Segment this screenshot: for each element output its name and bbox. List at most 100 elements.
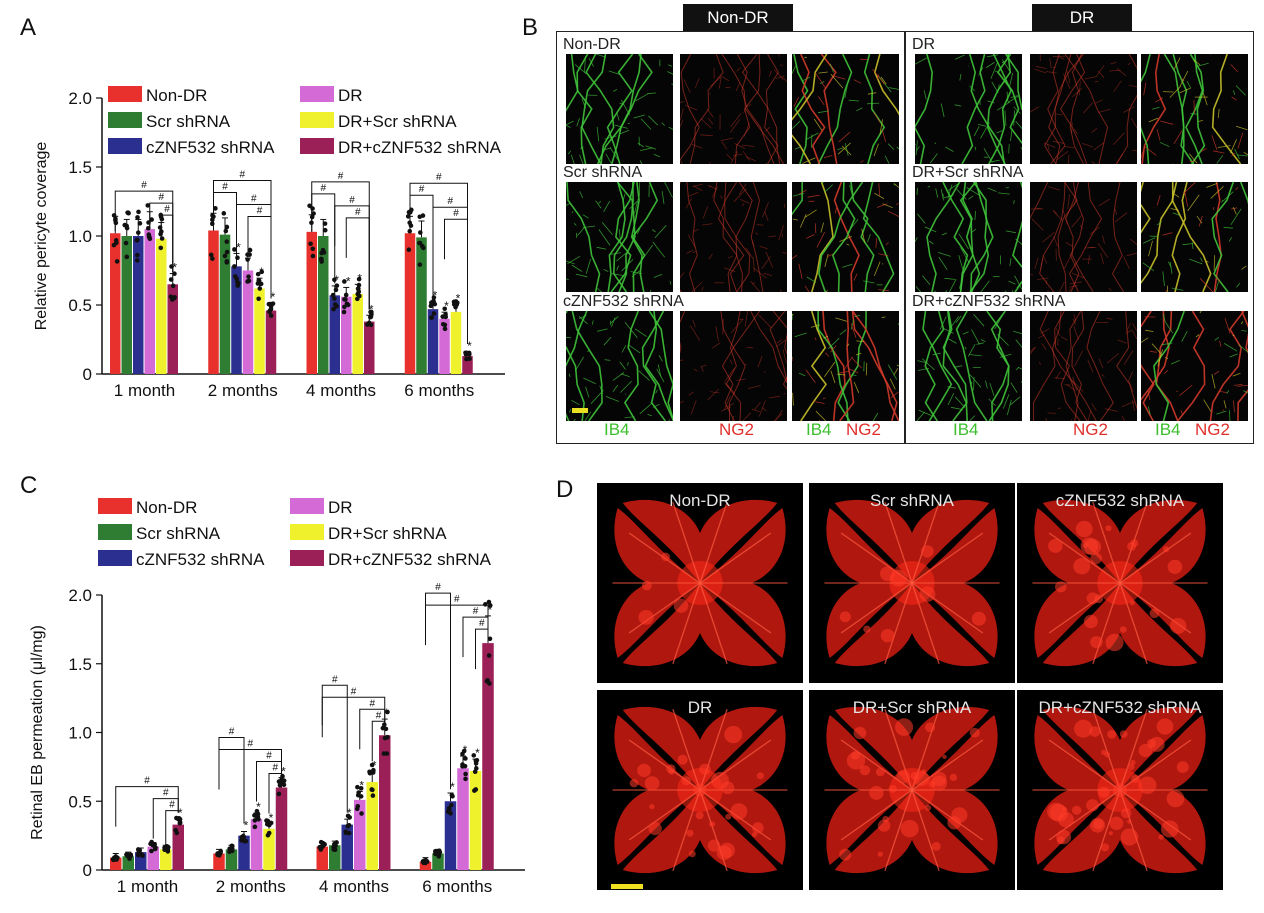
data-point [354,806,360,812]
data-point [134,238,140,243]
significance-hash: # [479,618,485,629]
legend-label: Scr shRNA [136,524,221,543]
data-point [145,203,151,208]
significance-hash: # [320,183,326,194]
y-axis-label: Retinal EB permeation (μl/mg) [29,625,46,840]
y-tick-label: 2.0 [68,586,92,605]
data-point [424,859,430,864]
data-point [215,852,220,858]
bar [366,782,378,870]
legend-label: cZNF532 shRNA [146,138,275,157]
panel-b-frame [556,31,1254,444]
legend-label: Non-DR [146,86,207,105]
data-point [355,296,360,302]
retina-flatmount: DR+cZNF532 shRNA [1017,690,1223,890]
bar [219,234,231,374]
micrograph-merge [1141,311,1248,421]
significance-hash: # [355,207,361,218]
data-point [381,751,387,756]
data-point [266,830,272,836]
bar [416,237,427,374]
significance-hash: # [164,204,170,215]
significance-star: * [244,819,249,833]
data-point [421,859,427,865]
b-foot-ib4-2: IB4 [806,420,832,439]
bar [457,768,469,870]
panel-b-row-label: DR+cZNF532 shRNA [910,293,1068,311]
data-point [369,762,375,768]
bar [144,229,155,374]
data-point [149,841,155,846]
significance-bracket [425,592,451,790]
bar [231,266,242,374]
data-point [221,211,227,216]
micrograph-ib4 [915,54,1022,164]
bar [316,846,328,870]
bar [225,849,238,870]
bar [238,835,250,870]
bar [172,824,184,870]
x-tick-label: 6 months [422,877,492,896]
data-point [417,262,423,267]
x-tick-label: 2 months [208,381,278,400]
significance-bracket [311,181,370,310]
data-point [332,302,338,307]
data-point [334,283,340,288]
panel-b-row-label: cZNF532 shRNA [561,293,686,311]
data-point [208,252,214,258]
y-tick-label: 0 [83,365,92,384]
panel-letter-d: D [556,476,574,503]
bar [427,309,439,374]
data-point [473,787,479,792]
data-point [440,321,446,327]
legend-label: DR+cZNF532 shRNA [338,138,502,157]
significance-star: * [178,806,183,820]
bar [364,321,375,374]
data-point [245,279,250,284]
significance-star: * [467,339,472,353]
data-point [158,245,164,251]
data-point [356,282,362,288]
data-point [223,228,229,234]
bar [469,771,482,870]
legend-swatch [98,498,132,514]
data-point [224,249,230,255]
retina-flatmount: DR+Scr shRNA [809,690,1015,890]
data-point [368,322,374,328]
x-tick-label: 4 months [306,381,376,400]
data-point [442,306,448,312]
significance-hash: # [332,674,338,685]
micrograph-ng2 [680,311,787,421]
panel-b-row-label: Non-DR [561,36,623,54]
bar [263,828,275,870]
b-foot-ib4-3: IB4 [953,420,979,439]
data-point [168,277,174,282]
data-point [235,279,240,285]
y-axis-label: Relative pericyte coverage [33,142,50,331]
b-foot-ng2-3: NG2 [1073,420,1108,439]
data-point [484,678,490,684]
significance-star: * [450,780,455,794]
data-point [158,231,163,237]
bar [439,318,450,374]
significance-star: * [248,245,253,259]
significance-bracket [115,786,179,827]
bar [254,288,265,374]
data-point [449,802,454,808]
data-point [320,247,326,253]
bar [110,857,122,870]
data-point [159,236,165,241]
retina-flatmount: DR [597,690,803,890]
data-point [114,259,120,264]
bar [419,861,432,870]
data-point [113,220,119,226]
significance-hash: # [436,172,442,183]
data-point [345,302,351,308]
data-point [421,245,426,251]
bar [110,233,121,374]
data-point [385,709,390,715]
significance-bracket [334,205,370,310]
data-point [358,786,364,791]
significance-hash: # [369,698,375,709]
legend-swatch [300,86,334,102]
